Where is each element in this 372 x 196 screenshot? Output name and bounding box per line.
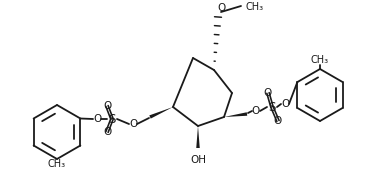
Text: S: S <box>108 113 116 125</box>
Text: O: O <box>129 119 137 129</box>
Text: O: O <box>103 101 111 111</box>
Text: O: O <box>274 116 282 126</box>
Text: O: O <box>264 88 272 98</box>
Text: O: O <box>252 106 260 116</box>
Text: O: O <box>103 127 111 137</box>
Polygon shape <box>149 107 173 119</box>
Polygon shape <box>196 126 200 148</box>
Text: S: S <box>268 101 276 113</box>
Text: O: O <box>217 3 225 13</box>
Text: CH₃: CH₃ <box>311 55 329 65</box>
Text: CH₃: CH₃ <box>48 159 66 169</box>
Polygon shape <box>224 112 247 117</box>
Text: O: O <box>281 99 289 109</box>
Text: O: O <box>93 114 101 124</box>
Text: OH: OH <box>190 155 206 165</box>
Text: CH₃: CH₃ <box>245 2 263 12</box>
